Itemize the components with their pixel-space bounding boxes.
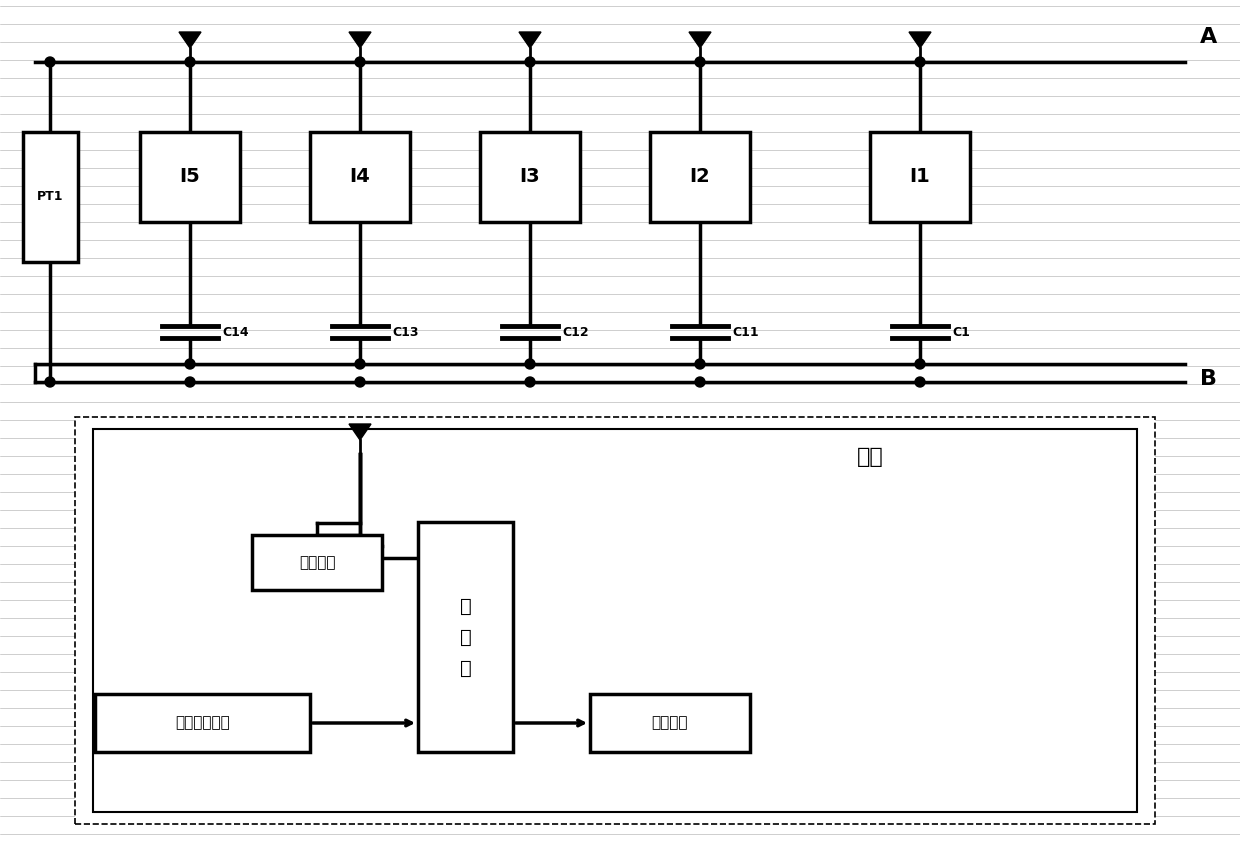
Text: C14: C14 bbox=[222, 325, 249, 338]
Polygon shape bbox=[520, 32, 541, 48]
Circle shape bbox=[185, 57, 195, 67]
Text: I5: I5 bbox=[180, 168, 201, 187]
Text: 参考相位模块: 参考相位模块 bbox=[175, 716, 229, 730]
Circle shape bbox=[694, 57, 706, 67]
Text: C1: C1 bbox=[952, 325, 970, 338]
Circle shape bbox=[45, 57, 55, 67]
Polygon shape bbox=[348, 32, 371, 48]
Bar bbox=[93, 429, 1137, 812]
Bar bbox=[310, 132, 410, 222]
Text: B: B bbox=[1200, 369, 1216, 389]
Circle shape bbox=[915, 359, 925, 369]
Text: C13: C13 bbox=[392, 325, 419, 338]
Bar bbox=[590, 694, 750, 752]
Circle shape bbox=[185, 377, 195, 387]
Circle shape bbox=[694, 377, 706, 387]
Circle shape bbox=[694, 359, 706, 369]
Bar bbox=[140, 132, 241, 222]
Circle shape bbox=[525, 377, 534, 387]
Text: 无线模块: 无线模块 bbox=[299, 555, 335, 570]
Bar bbox=[252, 535, 382, 590]
Text: A: A bbox=[1200, 27, 1218, 47]
Bar bbox=[22, 132, 77, 262]
Bar bbox=[74, 417, 1154, 824]
Bar bbox=[870, 132, 970, 222]
Circle shape bbox=[45, 377, 55, 387]
Circle shape bbox=[355, 377, 365, 387]
Circle shape bbox=[525, 57, 534, 67]
Bar bbox=[418, 522, 513, 752]
Text: I2: I2 bbox=[689, 168, 711, 187]
Bar bbox=[650, 132, 750, 222]
Circle shape bbox=[525, 359, 534, 369]
Text: PT1: PT1 bbox=[37, 191, 63, 204]
Text: I1: I1 bbox=[910, 168, 930, 187]
Circle shape bbox=[915, 377, 925, 387]
Polygon shape bbox=[179, 32, 201, 48]
Text: I4: I4 bbox=[350, 168, 371, 187]
Text: I3: I3 bbox=[520, 168, 541, 187]
Bar bbox=[95, 694, 310, 752]
Polygon shape bbox=[348, 424, 371, 440]
Text: 基站: 基站 bbox=[857, 447, 883, 467]
Polygon shape bbox=[689, 32, 711, 48]
Text: C12: C12 bbox=[562, 325, 589, 338]
Text: C11: C11 bbox=[732, 325, 759, 338]
Text: 接口模块: 接口模块 bbox=[652, 716, 688, 730]
Polygon shape bbox=[909, 32, 931, 48]
Bar bbox=[480, 132, 580, 222]
Circle shape bbox=[915, 57, 925, 67]
Text: 计
算
机: 计 算 机 bbox=[460, 596, 471, 677]
Circle shape bbox=[355, 359, 365, 369]
Circle shape bbox=[185, 359, 195, 369]
Circle shape bbox=[355, 57, 365, 67]
